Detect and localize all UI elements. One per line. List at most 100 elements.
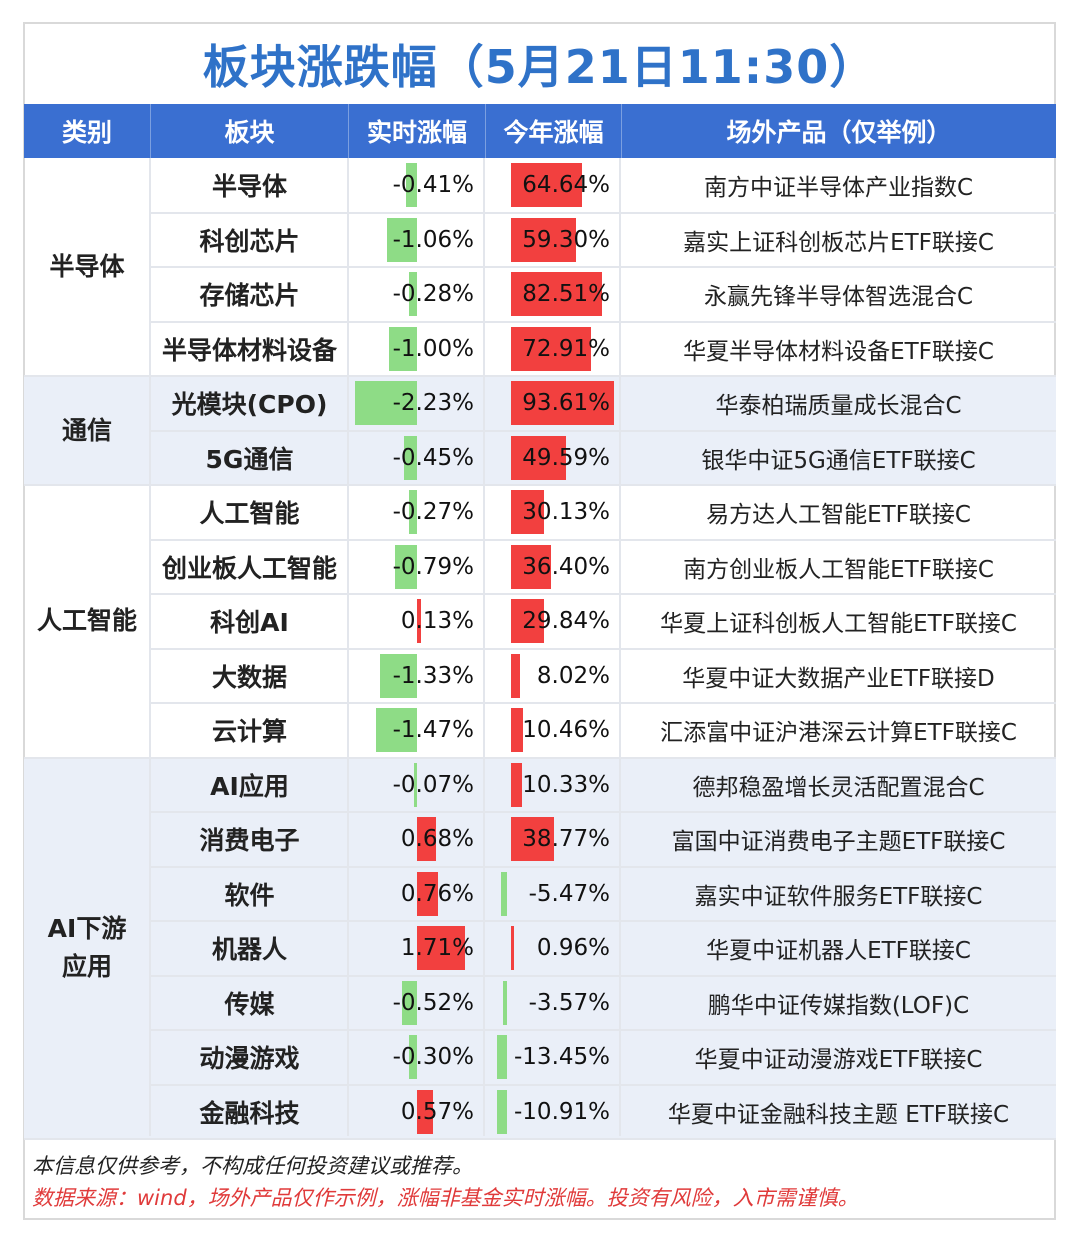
row-divider xyxy=(24,484,1056,486)
realtime-bar xyxy=(389,326,417,371)
category-line: 通信 xyxy=(61,415,112,445)
realtime-bar xyxy=(404,435,417,480)
product-name: 鹏华中证传媒指数(LOF)C xyxy=(707,992,970,1019)
product-name: 华夏中证大数据产业ETF联接D xyxy=(682,665,995,692)
row-divider xyxy=(151,975,1056,977)
product-name: 嘉实中证软件服务ETF联接C xyxy=(694,883,983,910)
sector-name: 大数据 xyxy=(211,662,287,692)
realtime-value: 0.57% xyxy=(400,1098,474,1125)
column-divider xyxy=(483,158,485,1136)
product-name: 德邦稳盈增长灵活配置混合C xyxy=(692,774,985,801)
ytd-value: 93.61% xyxy=(522,390,610,416)
realtime-value: -0.52% xyxy=(392,989,474,1016)
sector-name: 科创AI xyxy=(210,608,289,637)
ytd-bar xyxy=(511,817,554,861)
realtime-bar xyxy=(417,926,465,970)
row-divider xyxy=(151,702,1056,704)
realtime-bar xyxy=(354,381,417,425)
sector-name: 科创芯片 xyxy=(199,226,300,256)
ytd-value: 0.96% xyxy=(536,935,610,961)
sector-name: 存储芯片 xyxy=(199,281,300,310)
ytd-value: 82.51% xyxy=(522,281,610,307)
ytd-value: 36.40% xyxy=(522,553,610,580)
ytd-value: 29.84% xyxy=(522,608,610,634)
ytd-value: 8.02% xyxy=(536,662,610,689)
ytd-bar xyxy=(511,653,520,698)
realtime-value: 0.76% xyxy=(400,880,474,907)
sector-name: 消费电子 xyxy=(199,826,300,855)
realtime-bar xyxy=(409,272,417,316)
product-name: 华泰柏瑞质量成长混合C xyxy=(715,393,962,419)
ytd-value: 59.30% xyxy=(522,226,610,253)
sector-name: 动漫游戏 xyxy=(199,1044,300,1073)
product-name: 嘉实上证科创板芯片ETF联接C xyxy=(683,229,994,256)
sector-name: 半导体 xyxy=(211,172,287,201)
category-text: AI下游 应用 xyxy=(48,910,127,986)
ytd-bar xyxy=(511,762,523,807)
header-divider xyxy=(485,104,486,158)
category-line: 应用 xyxy=(61,952,112,982)
realtime-value: -1.47% xyxy=(392,717,474,743)
realtime-bar xyxy=(402,980,417,1025)
realtime-value: -0.27% xyxy=(392,499,474,525)
realtime-bar xyxy=(409,490,417,534)
row-divider xyxy=(24,375,1056,377)
header-product: 场外产品（仅举例） xyxy=(726,118,952,147)
sector-name: 金融科技 xyxy=(199,1098,300,1128)
ytd-bar xyxy=(500,871,507,916)
realtime-bar xyxy=(417,817,437,861)
ytd-value: -3.57% xyxy=(528,989,610,1016)
header-divider xyxy=(621,104,622,158)
ytd-value: -5.47% xyxy=(528,880,610,907)
sector-name: 光模块(CPO) xyxy=(171,390,328,419)
realtime-value: -1.06% xyxy=(392,226,474,253)
row-divider xyxy=(151,212,1056,214)
header-divider xyxy=(150,104,151,158)
realtime-bar xyxy=(417,599,421,643)
category-line: 半导体 xyxy=(49,252,125,281)
column-divider xyxy=(149,158,151,1136)
table-frame xyxy=(23,22,1056,1220)
row-divider xyxy=(24,757,1056,759)
row-divider xyxy=(151,1084,1056,1086)
sector-name: 5G通信 xyxy=(205,444,294,474)
column-divider xyxy=(347,158,349,1136)
product-name: 华夏中证动漫游戏ETF联接C xyxy=(694,1047,983,1073)
ytd-value: -10.91% xyxy=(514,1098,610,1125)
row-divider xyxy=(151,539,1056,541)
table-bottom-line xyxy=(24,1138,1056,1140)
realtime-bar xyxy=(408,1035,417,1079)
product-name: 银华中证5G通信ETF联接C xyxy=(701,447,976,474)
category-label: 通信 xyxy=(24,376,150,485)
ytd-bar xyxy=(511,217,577,262)
row-divider xyxy=(151,266,1056,268)
ytd-bar xyxy=(511,381,614,425)
realtime-bar xyxy=(417,1089,433,1134)
product-name: 华夏上证科创板人工智能ETF联接C xyxy=(660,611,1017,637)
sector-name: 传媒 xyxy=(224,989,275,1019)
source-text: 数据来源：wind，场外产品仅作示例，涨幅非基金实时涨幅。投资有风险，入市需谨慎… xyxy=(32,1186,859,1210)
table-header: 类别 板块 实时涨幅 今年涨幅 场外产品（仅举例） xyxy=(24,104,1056,158)
ytd-value: 10.46% xyxy=(522,717,610,743)
ytd-bar xyxy=(497,1089,507,1134)
ytd-bar xyxy=(497,1035,507,1079)
ytd-value: 72.91% xyxy=(522,335,610,362)
realtime-bar xyxy=(379,653,417,698)
product-name: 富国中证消费电子主题ETF联接C xyxy=(671,829,1006,855)
header-sector: 板块 xyxy=(224,118,275,147)
header-divider xyxy=(348,104,349,158)
product-name: 南方创业板人工智能ETF联接C xyxy=(683,556,994,583)
disclaimer-text: 本信息仅供参考，不构成任何投资建议或推荐。 xyxy=(32,1154,473,1178)
header-category: 类别 xyxy=(61,118,112,147)
realtime-value: -0.41% xyxy=(392,172,474,198)
row-divider xyxy=(151,321,1056,323)
realtime-value: -1.00% xyxy=(392,335,474,362)
ytd-bar xyxy=(511,272,602,316)
realtime-value: -1.33% xyxy=(392,662,474,689)
product-name: 华夏中证金融科技主题 ETF联接C xyxy=(667,1101,1010,1128)
realtime-value: -0.28% xyxy=(392,281,474,307)
sector-name: 云计算 xyxy=(211,717,287,746)
ytd-value: 49.59% xyxy=(522,444,610,471)
realtime-value: -0.07% xyxy=(392,771,474,798)
realtime-bar xyxy=(387,217,417,262)
